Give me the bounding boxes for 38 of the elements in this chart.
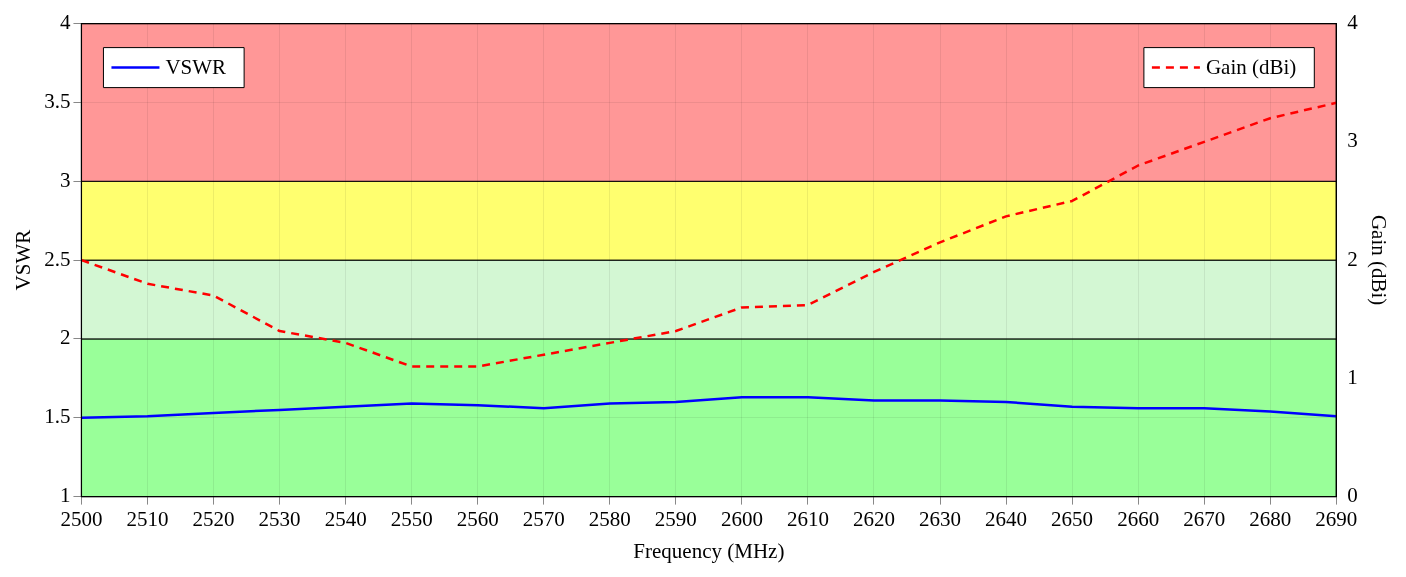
y2-tick-label: 4 (1347, 10, 1359, 35)
x-tick-label: 2650 (1051, 506, 1094, 531)
y-axis-title: VSWR (11, 229, 36, 291)
x-tick-label: 2570 (522, 506, 565, 531)
y-tick-label: 3 (59, 167, 71, 192)
y2-tick-label: 3 (1347, 128, 1358, 153)
y2-axis-title: Gain (dBi) (1366, 214, 1391, 306)
x-tick-label: 2520 (192, 506, 235, 531)
x-tick-label: 2560 (456, 506, 499, 531)
legend-label: Gain (dBi) (1205, 55, 1297, 80)
x-tick-label: 2500 (60, 506, 103, 531)
x-tick-label: 2580 (588, 506, 631, 531)
y-tick-label: 1.5 (44, 404, 71, 429)
x-tick-label: 2630 (919, 506, 962, 531)
y-tick-label: 3.5 (44, 88, 71, 113)
x-tick-label: 2670 (1183, 506, 1226, 531)
x-tick-label: 2680 (1249, 506, 1292, 531)
x-tick-label: 2530 (258, 506, 301, 531)
line-series (81, 101, 1337, 368)
x-tick-label: 2610 (786, 506, 829, 531)
x-axis-title: Frequency (MHz) (633, 538, 785, 563)
x-tick-label: 2510 (126, 506, 169, 531)
legend-label: VSWR (165, 55, 227, 80)
y-tick-label: 2.5 (44, 246, 71, 271)
x-tick-label: 2600 (720, 506, 763, 531)
y2-tick-label: 1 (1347, 364, 1358, 389)
y-tick-label: 2 (59, 325, 71, 350)
y2-tick-label: 0 (1347, 483, 1358, 508)
x-tick-label: 2540 (324, 506, 367, 531)
x-tick-label: 2640 (985, 506, 1028, 531)
x-tick-label: 2550 (390, 506, 433, 531)
x-tick-label: 2590 (654, 506, 697, 531)
y-tick-label: 4 (59, 10, 71, 35)
x-tick-label: 2690 (1315, 506, 1358, 531)
y-tick-label: 1 (59, 483, 71, 508)
x-tick-label: 2660 (1117, 506, 1160, 531)
y2-tick-label: 2 (1347, 246, 1358, 271)
x-tick-label: 2620 (852, 506, 895, 531)
